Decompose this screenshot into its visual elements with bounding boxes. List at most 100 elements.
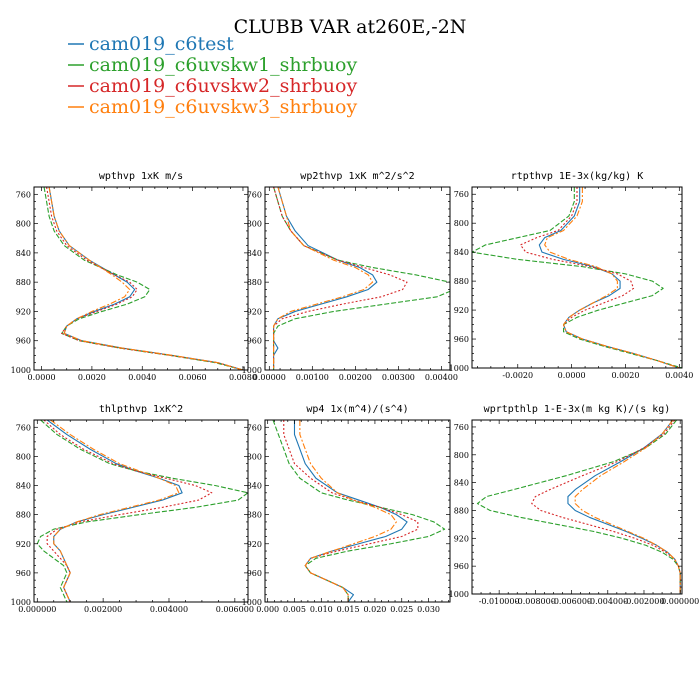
panel-1: wpthvp 1xK m/s76080084088092096010000.00… [11,171,257,382]
ytick-label: 960 [247,569,262,578]
ytick-label: 880 [247,278,262,287]
xtick-label: 0.025 [390,605,413,614]
xtick-label: 0.000000 [661,597,699,606]
xtick-label: 0.00100 [296,373,329,382]
xtick-label: 0.00400 [425,373,458,382]
panel-2-line-4 [273,187,374,370]
ytick-label: 800 [454,219,469,228]
xtick-label: 0.0020 [78,373,106,382]
panel-frame-6 [471,419,683,595]
panel-title-4: thlpthvp 1xK^2 [99,404,183,415]
ytick-label: 880 [454,506,469,515]
panel-5-line-4 [299,420,397,602]
panel-6-line-3 [531,420,681,594]
legend: cam019_c6testcam019_c6uvskw1_shrbuoycam0… [68,33,357,118]
ytick-label: 920 [247,540,262,549]
ytick-label: 920 [454,534,469,543]
ytick-label: 880 [247,511,262,520]
xtick-label: -0.0020 [502,371,533,380]
panel-title-1: wpthvp 1xK m/s [99,171,183,182]
ytick-label: 960 [454,562,469,571]
legend-label-3: cam019_c6uvskw2_shrbuoy [89,75,357,97]
xtick-label: 0.0020 [611,371,639,380]
panel-series-1 [43,187,244,370]
xtick-label: 0.0040 [128,373,156,382]
panel-2-line-1 [273,187,378,370]
xtick-label: 0.00000 [253,373,286,382]
ytick-label: 880 [454,277,469,286]
ytick-label: 760 [247,190,262,199]
panel-3-line-3 [519,187,680,368]
ytick-label: 1000 [11,598,31,607]
panel-3-line-2 [472,187,682,368]
ytick-label: 920 [247,307,262,316]
panel-5: wp4 1x(m^4)/(s^4)76080084088092096010000… [242,404,451,614]
panel-series-3 [472,187,682,368]
xtick-label: -0.004000 [587,597,628,606]
xtick-label: 0.002000 [84,605,122,614]
panel-2: wp2thvp 1xK m^2/s^2 760 800 840 880 920 960 100… [242,171,458,382]
panel-2-line-2 [273,187,450,370]
panels: wpthvp 1xK m/s76080084088092096010000.00… [11,171,700,614]
panel-frame-5 [264,419,451,603]
xtick-label: 0.006000 [216,605,254,614]
panel-frame-4 [33,419,249,603]
ytick-label: 920 [454,306,469,315]
ytick-label: 840 [247,249,262,258]
panel-series-4 [36,420,248,602]
ytick-label: 960 [16,569,31,578]
xtick-label: 0.000 [256,605,279,614]
xtick-label: 0.0000 [28,373,56,382]
ytick-label: 840 [16,249,31,258]
xtick-label: 0.00300 [382,373,415,382]
panel-5-line-1 [293,420,408,602]
ytick-label: 760 [16,423,31,432]
ytick-label: 800 [247,220,262,229]
panel-series-6 [476,420,681,594]
panel-3-line-1 [538,187,680,368]
ytick-label: 800 [16,452,31,461]
ytick-label: 760 [454,423,469,432]
ytick-label: 880 [16,511,31,520]
ytick-label: 1000 [449,590,469,599]
panel-3: rtpthvp 1E-3x(kg/kg) K 760 800 840 880 920 960… [449,171,694,380]
ytick-label: 760 [247,423,262,432]
ytick-label: 960 [16,337,31,346]
ytick-label: 840 [454,248,469,257]
xtick-label: -0.002000 [624,597,665,606]
ytick-label: 800 [454,451,469,460]
ytick-label: 880 [16,278,31,287]
ytick-label: 1000 [242,366,262,375]
xtick-label: 0.00200 [339,373,372,382]
ytick-label: 1000 [449,364,469,373]
ytick-label: 760 [16,190,31,199]
ytick-label: 1000 [242,598,262,607]
xtick-label: -0.006000 [551,597,592,606]
panel-series-5 [272,420,446,602]
ytick-label: 840 [16,482,31,491]
xtick-label: 0.010 [310,605,333,614]
panel-title-5: wp4 1x(m^4)/(s^4) [306,404,408,415]
legend-label-2: cam019_c6uvskw1_shrbuoy [89,54,357,76]
ytick-label: 960 [454,335,469,344]
xtick-label: 0.000000 [18,605,56,614]
panel-2-line-3 [273,187,408,370]
xtick-label: -0.008000 [515,597,556,606]
ytick-label: 760 [454,190,469,199]
panel-6-line-4 [574,420,681,594]
panel-1-line-3 [46,187,244,370]
ytick-label: 920 [16,540,31,549]
xtick-label: 0.0040 [665,371,693,380]
panel-1-line-1 [48,187,244,370]
xtick-label: -0.010000 [479,597,520,606]
panel-title-6: wprtpthlp 1-E-3x(m kg K)/(s kg) [484,404,671,415]
xtick-label: 0.005 [283,605,306,614]
ytick-label: 800 [16,220,31,229]
xtick-label: 0.0000 [558,371,586,380]
panel-6: wprtpthlp 1-E-3x(m kg K)/(s kg) 760 800 840… [449,404,700,606]
panel-1-line-4 [48,187,244,370]
panel-4: thlpthvp 1xK^276080084088092096010000.00… [11,404,254,614]
panel-4-line-4 [50,420,180,602]
ytick-label: 840 [247,482,262,491]
